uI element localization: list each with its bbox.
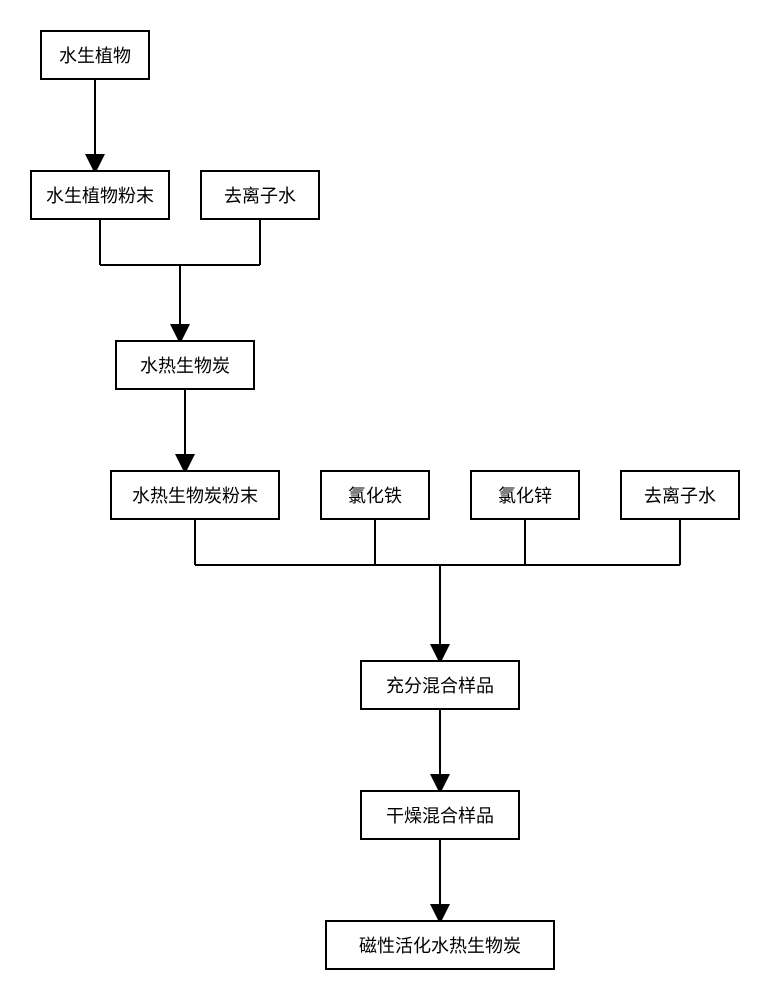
node-label: 氯化锌 (498, 482, 552, 508)
node-label: 磁性活化水热生物炭 (359, 932, 521, 958)
node-aquatic-plant: 水生植物 (40, 30, 150, 80)
node-zinc-chloride: 氯化锌 (470, 470, 580, 520)
node-label: 水生植物粉末 (46, 182, 154, 208)
node-hydrothermal-biochar-powder: 水热生物炭粉末 (110, 470, 280, 520)
node-label: 充分混合样品 (386, 672, 494, 698)
node-label: 去离子水 (644, 482, 716, 508)
node-deionized-water-2: 去离子水 (620, 470, 740, 520)
node-aquatic-plant-powder: 水生植物粉末 (30, 170, 170, 220)
node-label: 氯化铁 (348, 482, 402, 508)
node-dried-mixed-sample: 干燥混合样品 (360, 790, 520, 840)
node-deionized-water-1: 去离子水 (200, 170, 320, 220)
node-fully-mixed-sample: 充分混合样品 (360, 660, 520, 710)
node-ferric-chloride: 氯化铁 (320, 470, 430, 520)
node-label: 水热生物炭粉末 (132, 482, 258, 508)
node-label: 去离子水 (224, 182, 296, 208)
node-magnetic-activated-biochar: 磁性活化水热生物炭 (325, 920, 555, 970)
node-label: 水热生物炭 (140, 352, 230, 378)
node-label: 水生植物 (59, 42, 131, 68)
node-hydrothermal-biochar: 水热生物炭 (115, 340, 255, 390)
node-label: 干燥混合样品 (386, 802, 494, 828)
